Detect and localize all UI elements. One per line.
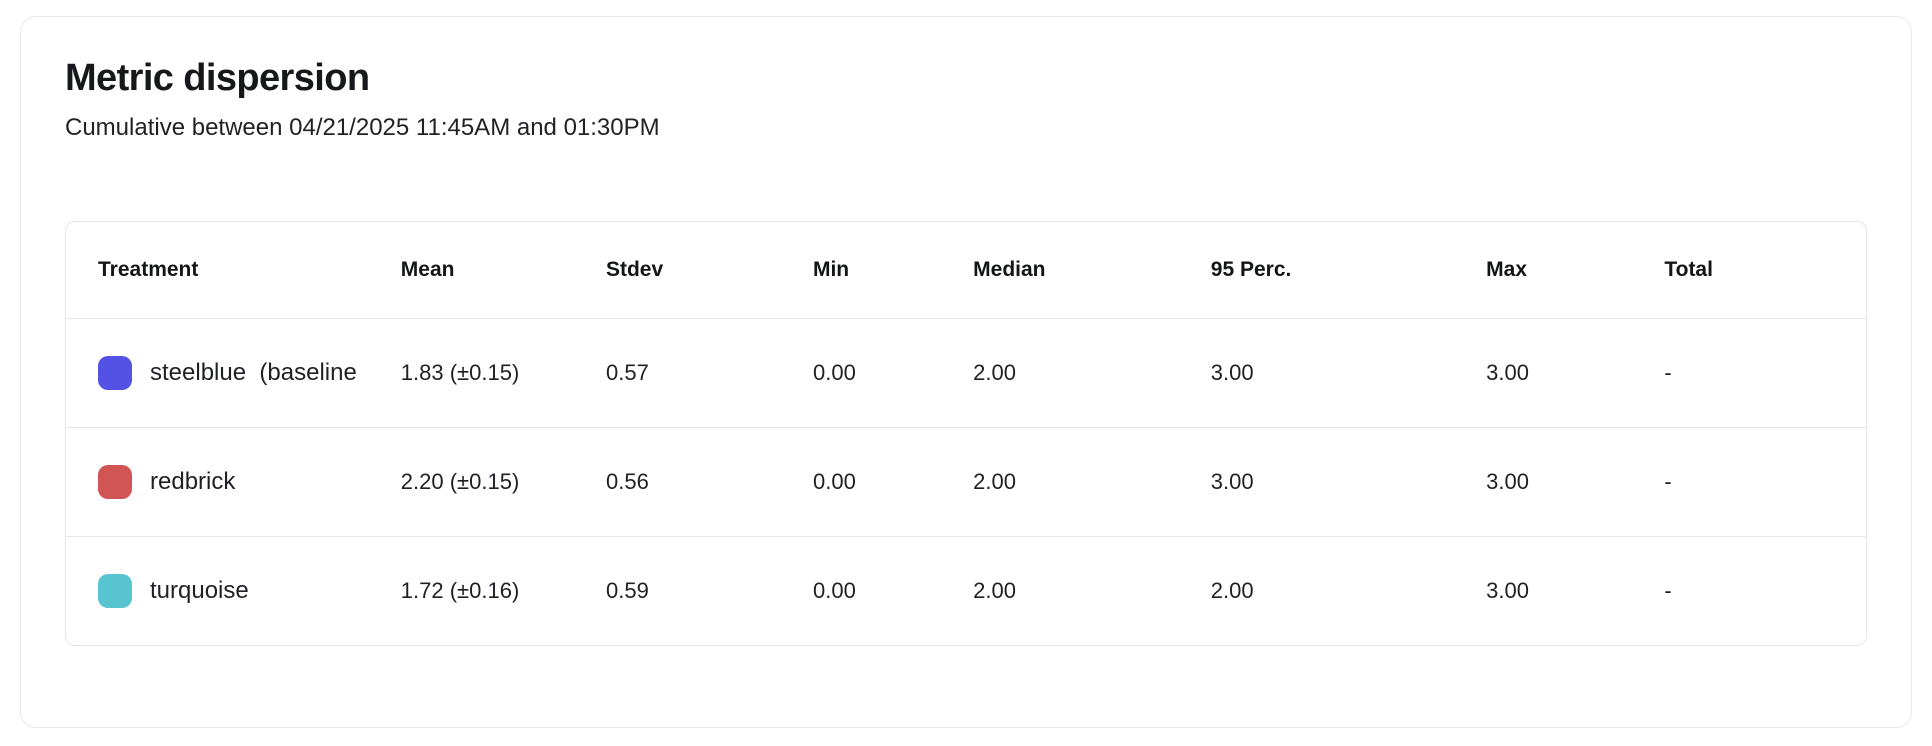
max-cell: 3.00 (1486, 427, 1665, 536)
column-header-min: Min (812, 258, 850, 281)
column-header-treatment: Treatment (98, 258, 199, 281)
column-header-max: Max (1486, 258, 1528, 281)
95perc-cell: 2.00 (1210, 536, 1487, 645)
dispersion-table: Treatment Mean Stdev Min Median 95 Perc.… (66, 222, 1866, 645)
treatment-label: steelblue (baseline (150, 359, 357, 386)
treatment-cell: steelblue (baseline (66, 318, 401, 427)
column-header-median: Median (973, 258, 1046, 281)
treatment-color-swatch-icon (98, 465, 132, 499)
median-cell: 2.00 (973, 318, 1211, 427)
table-row: steelblue (baseline 1.83 (±0.15) 0.57 0.… (66, 318, 1866, 427)
total-cell: - (1664, 427, 1866, 536)
total-cell: - (1664, 536, 1866, 645)
column-header-95perc: 95 Perc. (1210, 258, 1292, 281)
95perc-cell: 3.00 (1210, 427, 1487, 536)
treatment-label: redbrick (150, 468, 236, 495)
treatment-cell: turquoise (66, 536, 401, 645)
total-cell: - (1664, 318, 1866, 427)
table-row: redbrick 2.20 (±0.15) 0.56 0.00 2.00 3.0… (66, 427, 1866, 536)
max-cell: 3.00 (1486, 536, 1665, 645)
dispersion-table-container: Treatment Mean Stdev Min Median 95 Perc.… (65, 221, 1867, 646)
median-cell: 2.00 (973, 427, 1211, 536)
date-range-subtitle: Cumulative between 04/21/2025 11:45AM an… (65, 114, 660, 141)
table-header-row: Treatment Mean Stdev Min Median 95 Perc.… (66, 222, 1866, 318)
column-header-total: Total (1664, 258, 1713, 281)
min-cell: 0.00 (812, 318, 974, 427)
median-cell: 2.00 (973, 536, 1211, 645)
95perc-cell: 3.00 (1210, 318, 1487, 427)
card-title: Metric dispersion (65, 57, 370, 99)
mean-cell: 1.72 (±0.16) (400, 536, 606, 645)
min-cell: 0.00 (812, 427, 974, 536)
treatment-color-swatch-icon (98, 356, 132, 390)
table-row: turquoise 1.72 (±0.16) 0.59 0.00 2.00 2.… (66, 536, 1866, 645)
stdev-cell: 0.56 (605, 427, 813, 536)
treatment-label: turquoise (150, 577, 249, 604)
stdev-cell: 0.59 (605, 536, 813, 645)
column-header-mean: Mean (400, 258, 455, 281)
column-header-stdev: Stdev (605, 258, 664, 281)
max-cell: 3.00 (1486, 318, 1665, 427)
stdev-cell: 0.57 (605, 318, 813, 427)
metric-dispersion-card: Metric dispersion Cumulative between 04/… (20, 16, 1912, 728)
treatment-color-swatch-icon (98, 574, 132, 608)
treatment-cell: redbrick (66, 427, 401, 536)
min-cell: 0.00 (812, 536, 974, 645)
mean-cell: 2.20 (±0.15) (400, 427, 606, 536)
mean-cell: 1.83 (±0.15) (400, 318, 606, 427)
